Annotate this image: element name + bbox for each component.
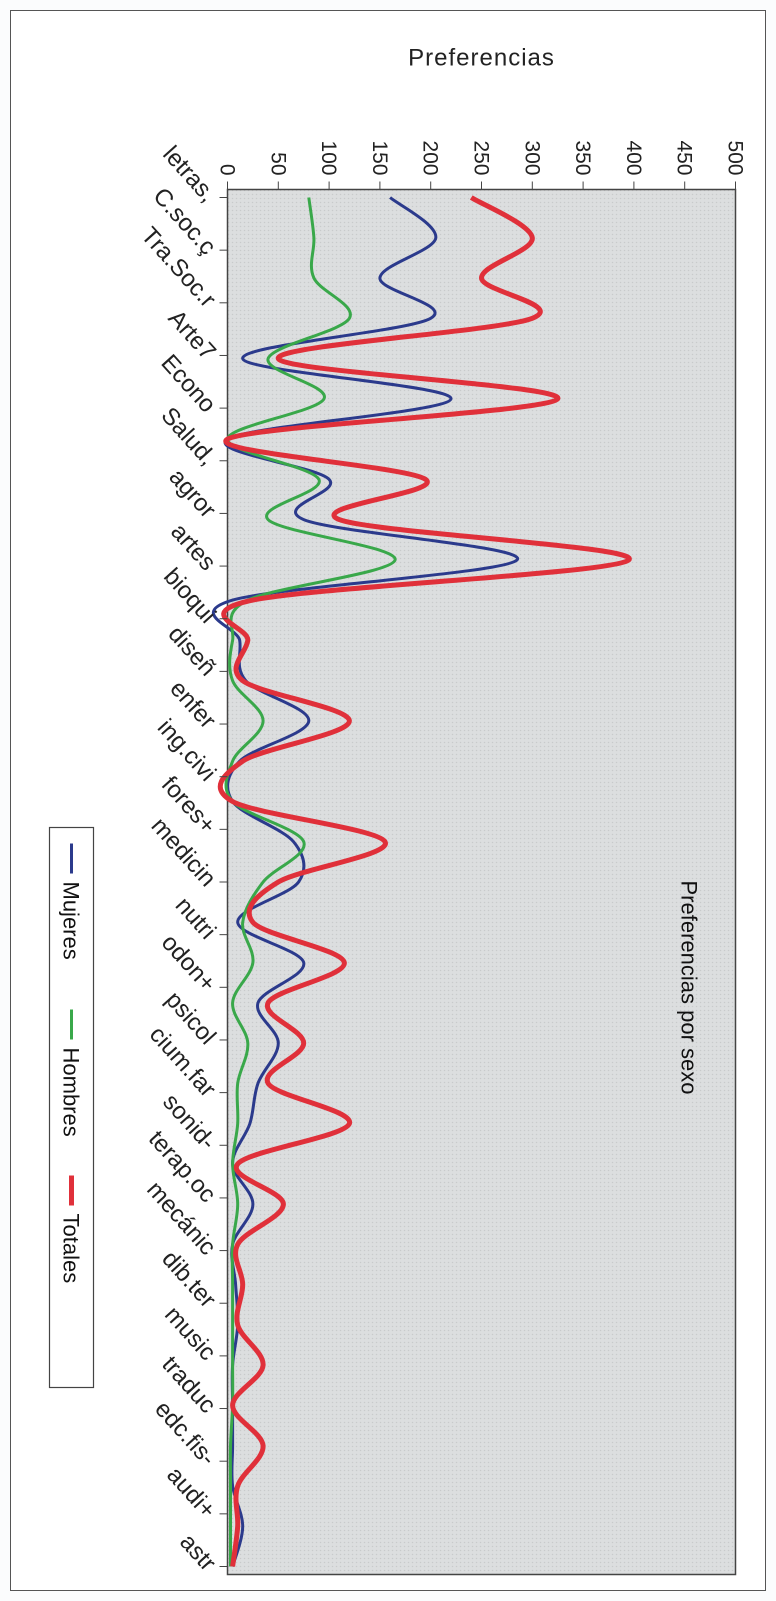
chart-title: Preferencias por sexo: [677, 881, 702, 1095]
legend-box: [48, 826, 95, 1389]
x-tick-label: audi+: [161, 1462, 221, 1524]
legend-label-totales: Totales: [59, 1214, 84, 1284]
plot-area: [226, 188, 737, 1576]
legend-label-hombres: Hombres: [59, 1048, 84, 1137]
y-tick-label: 250: [470, 140, 493, 175]
y-tick-label: 150: [368, 140, 391, 175]
y-tick-label: 350: [571, 140, 594, 175]
x-tick-label: Econo: [155, 349, 221, 418]
x-tick-label: Salud,: [155, 402, 221, 471]
legend: Mujeres Hombres Totales: [48, 826, 95, 1389]
x-tick-label: bioqui: [158, 563, 221, 629]
y-tick-label: 400: [622, 140, 645, 175]
x-tick-label: agror: [164, 464, 222, 524]
y-tick-label: 450: [673, 140, 696, 175]
x-tick-label: odon+: [156, 929, 221, 997]
y-tick-label: 200: [419, 140, 442, 175]
x-tick-label: astr: [174, 1529, 221, 1577]
y-tick-label: 100: [317, 140, 340, 175]
legend-label-mujeres: Mujeres: [59, 882, 84, 960]
x-tick-label: dib.ter: [156, 1246, 221, 1314]
y-axis-label: Preferencias: [408, 45, 555, 72]
line-chart: 0 50 100 150 200 250 300 350 400 450 500 letras,C.…: [48, 45, 747, 1577]
y-tick-label: 500: [724, 140, 747, 175]
y-tick-label: 300: [520, 140, 543, 175]
y-tick-label: 50: [266, 152, 289, 175]
x-tick-label: music: [159, 1301, 221, 1366]
chart-frame: 0 50 100 150 200 250 300 350 400 450 500 letras, C.…: [10, 10, 766, 1591]
series-line-totales: [217, 195, 632, 1567]
y-tick-label: 0: [216, 164, 239, 176]
series-line-hombres: [224, 197, 397, 1567]
x-tick-label: diseñ: [163, 621, 221, 682]
chart-container: 0 50 100 150 200 250 300 350 400 450 500 letras, C.…: [10, 38, 776, 1583]
